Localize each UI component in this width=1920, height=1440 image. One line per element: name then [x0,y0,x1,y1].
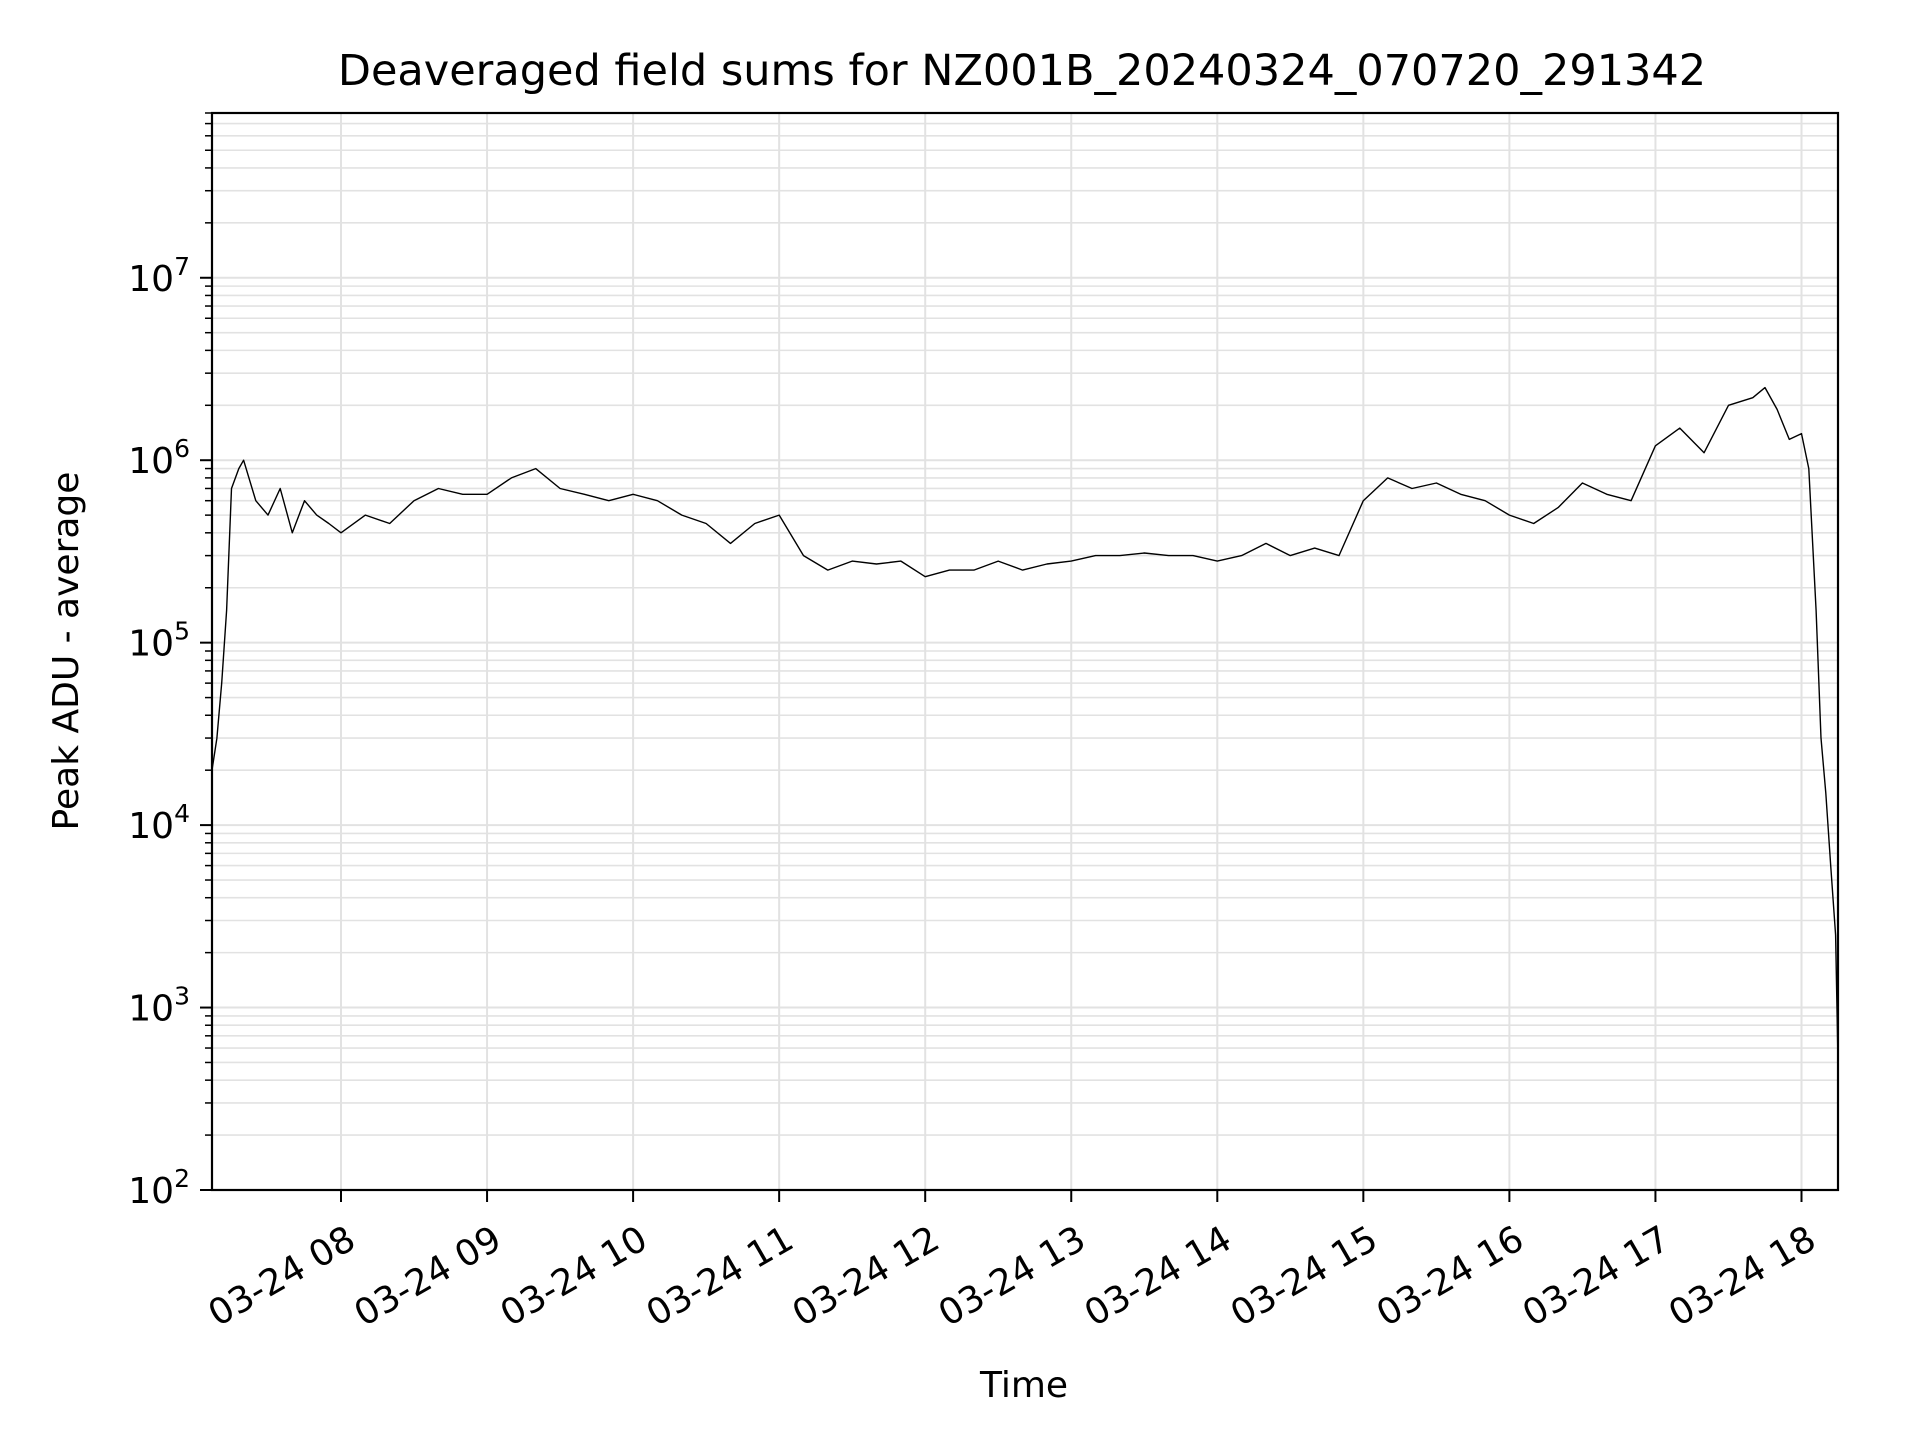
y-tick-label: 105 [128,617,190,665]
y-tick-layer: 102 103 104 105 106 107 [128,112,212,1212]
y-tick-label: 102 [128,1164,190,1212]
chart-title: Deaveraged field sums for NZ001B_2024032… [338,46,1706,96]
y-tick-label: 106 [128,434,190,482]
series-line-layer [211,386,1839,1063]
x-axis-label: Time [979,1365,1068,1406]
y-axis-label: Peak ADU - average [46,472,87,831]
y-tick-label: 103 [128,982,190,1030]
y-tick-label: 107 [128,252,190,300]
grid-layer [212,112,1838,1191]
series-line [211,386,1839,1063]
y-tick-label: 104 [128,799,190,847]
